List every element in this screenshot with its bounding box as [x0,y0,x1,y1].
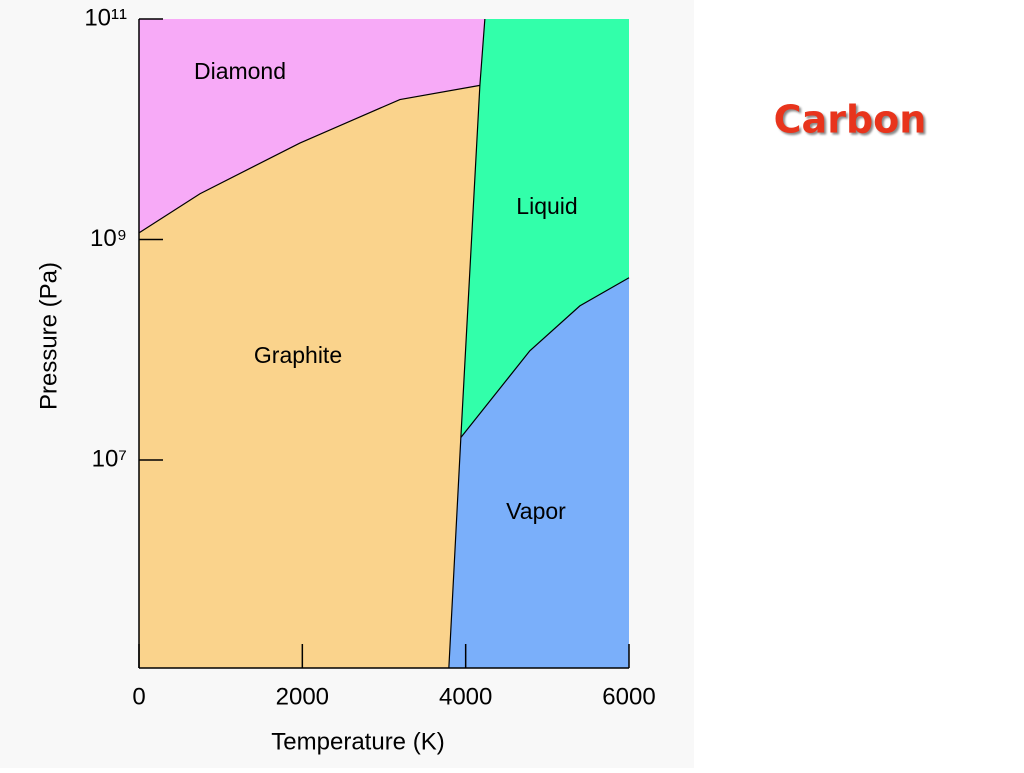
region-label: Liquid [516,193,577,219]
y-tick-label: 10¹¹ [84,4,127,31]
x-tick-label: 4000 [439,683,492,710]
x-tick-label: 6000 [602,683,655,710]
phase-boundary [460,277,630,438]
chart-title: Carbon [774,98,927,142]
phase-boundary [448,18,486,669]
y-axis-label: Pressure (Pa) [35,262,62,410]
y-tick-label: 10⁹ [90,225,127,252]
y-tick-label: 10⁷ [92,445,127,472]
phase-boundary [138,84,480,234]
region-liquid [460,19,629,438]
region-label: Diamond [194,58,286,84]
region-label: Vapor [506,498,566,524]
region-diamond [139,19,485,233]
region-label: Graphite [254,342,342,368]
x-tick-label: 2000 [276,683,329,710]
x-tick-label: 0 [132,683,145,710]
region-vapor [448,277,629,668]
x-axis-label: Temperature (K) [271,728,444,755]
